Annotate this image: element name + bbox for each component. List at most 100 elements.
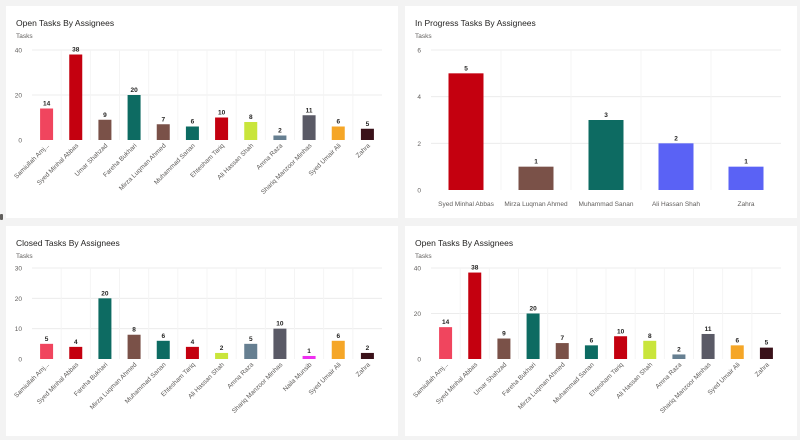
- data-label: 6: [590, 337, 594, 344]
- x-tick-label: Amna Raza: [226, 361, 255, 390]
- bar: [468, 272, 482, 359]
- chart-title: Open Tasks By Assignees: [16, 18, 115, 28]
- bar: [701, 333, 715, 359]
- data-label: 9: [502, 331, 506, 338]
- data-label: 8: [249, 114, 253, 121]
- y-axis-label: Tasks: [16, 253, 33, 260]
- bar: [127, 95, 141, 140]
- y-tick-label: 40: [15, 48, 23, 55]
- bar: [185, 346, 199, 359]
- bar: [439, 327, 453, 359]
- open-tasks-panel-2: Open Tasks By Assignees Tasks 0 20 40 14 Sam…: [405, 226, 797, 436]
- bar: [244, 122, 258, 140]
- data-label: 5: [45, 336, 49, 343]
- data-label: 9: [103, 112, 107, 119]
- bar: [497, 338, 511, 359]
- bar: [156, 124, 170, 140]
- data-label: 10: [617, 328, 625, 335]
- data-label: 1: [534, 159, 538, 166]
- data-label: 10: [276, 321, 284, 328]
- bar: [658, 143, 694, 190]
- bar: [643, 340, 657, 359]
- data-label: 14: [442, 319, 450, 326]
- bar: [98, 119, 112, 140]
- data-label: 38: [471, 265, 479, 272]
- bar: [526, 313, 540, 359]
- bar: [273, 328, 287, 359]
- y-tick-label: 0: [18, 357, 22, 364]
- bar: [215, 352, 229, 359]
- chart-title: Open Tasks By Assignees: [415, 238, 514, 248]
- x-tick-label: Amna Raza: [654, 361, 683, 390]
- x-tick-label: Zahra: [754, 361, 771, 378]
- data-label: 6: [191, 119, 195, 126]
- bar: [331, 340, 345, 359]
- bar: [759, 347, 773, 359]
- data-label: 7: [560, 335, 564, 342]
- bar: [672, 354, 686, 359]
- y-tick-label: 2: [417, 141, 421, 148]
- bar: [40, 343, 54, 359]
- data-label: 2: [677, 346, 681, 353]
- data-label: 2: [366, 345, 370, 352]
- x-tick-label: Zahra: [355, 361, 372, 378]
- data-label: 3: [604, 112, 608, 119]
- data-label: 5: [464, 65, 468, 72]
- data-label: 2: [278, 128, 282, 135]
- data-label: 20: [101, 290, 109, 297]
- closed-tasks-panel: Closed Tasks By Assignees Tasks 0 10 20 30 5…: [6, 226, 398, 436]
- x-tick-label: Shariq Manzoor Minhas: [231, 361, 285, 415]
- data-label: 1: [307, 348, 311, 355]
- bar: [588, 120, 624, 190]
- bar: [448, 73, 484, 190]
- y-axis-label: Tasks: [415, 33, 432, 40]
- data-label: 10: [218, 110, 226, 117]
- x-tick-label: Amna Raza: [255, 142, 284, 171]
- bar: [127, 334, 141, 359]
- data-label: 38: [72, 47, 80, 54]
- bar: [185, 126, 199, 140]
- bar: [40, 108, 54, 140]
- data-label: 7: [161, 116, 165, 123]
- data-label: 11: [705, 326, 712, 333]
- bar: [584, 345, 598, 359]
- data-label: 6: [336, 333, 340, 340]
- x-tick-label: Zahra: [355, 142, 372, 159]
- y-tick-label: 10: [15, 326, 23, 333]
- data-label: 5: [765, 340, 769, 347]
- bar: [518, 166, 554, 190]
- bar: [614, 336, 628, 359]
- bar: [728, 166, 764, 190]
- x-tick-label: Mirza Luqman Ahmed: [504, 201, 568, 208]
- bar: [244, 343, 258, 359]
- in-progress-tasks-panel: In Progress Tasks By Assignees Tasks 0 2 4…: [405, 6, 797, 218]
- data-label: 11: [306, 107, 313, 114]
- bar: [69, 54, 83, 140]
- chart-title: Closed Tasks By Assignees: [16, 238, 120, 248]
- bar: [360, 128, 374, 140]
- x-tick-label: Zahra: [738, 201, 755, 208]
- y-axis-label: Tasks: [16, 33, 33, 40]
- y-tick-label: 20: [414, 311, 422, 318]
- bar: [302, 355, 316, 359]
- y-tick-label: 20: [15, 93, 23, 100]
- data-label: 5: [249, 336, 253, 343]
- data-label: 1: [744, 159, 748, 166]
- open-tasks-panel: Open Tasks By Assignees Tasks 0 20 40 14 Sam…: [6, 6, 398, 218]
- data-label: 6: [161, 333, 165, 340]
- y-tick-label: 0: [417, 188, 421, 195]
- bar: [555, 343, 569, 359]
- in-progress-tasks-chart: 0 2 4 6 5 Syed Minhal Abbas 1 Mirza Luqman Ahme…: [417, 48, 781, 208]
- y-tick-label: 6: [417, 48, 421, 55]
- data-label: 6: [735, 337, 739, 344]
- bar: [730, 345, 744, 359]
- x-tick-label: Shariq Manzoor Minhas: [260, 142, 314, 196]
- scroll-handle[interactable]: [0, 214, 3, 220]
- y-tick-label: 40: [414, 266, 422, 273]
- bar: [331, 126, 345, 140]
- y-tick-label: 4: [417, 94, 421, 101]
- data-label: 4: [191, 339, 195, 346]
- data-label: 20: [529, 306, 537, 313]
